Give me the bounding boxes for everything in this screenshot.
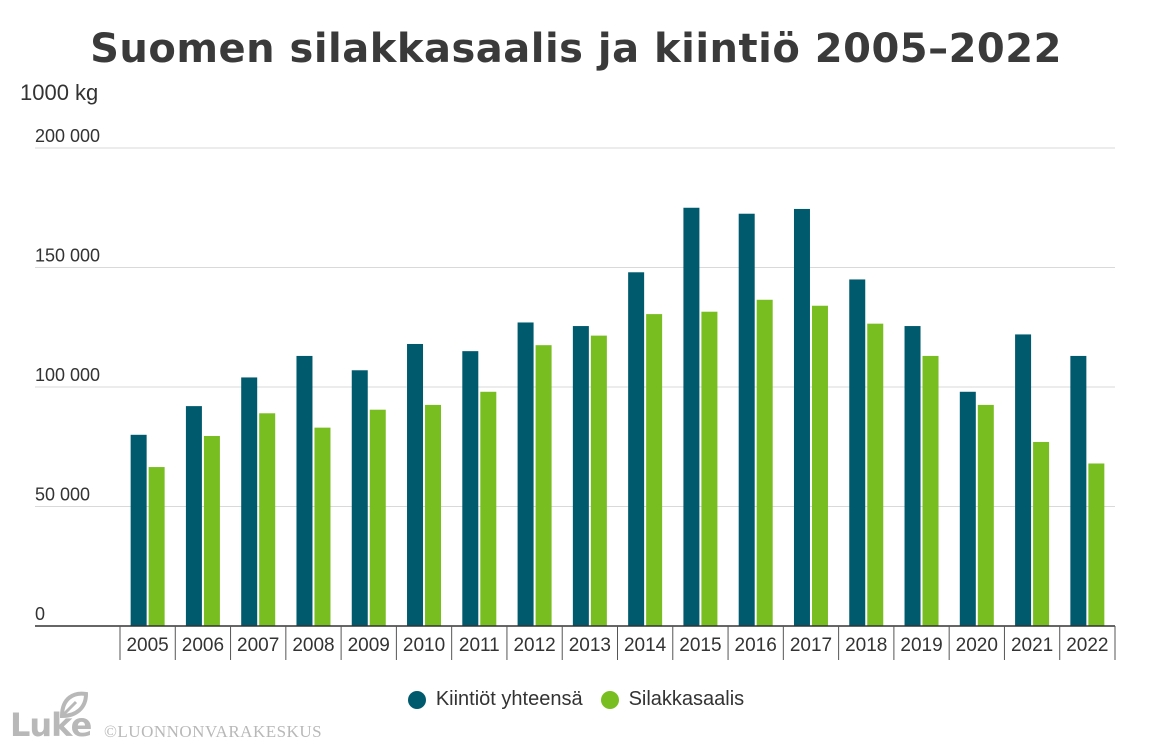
- x-tick-label: 2019: [900, 635, 942, 656]
- x-tick-label: 2018: [845, 635, 887, 656]
- x-tick-label: 2007: [237, 635, 279, 656]
- x-tick-label: 2012: [513, 635, 555, 656]
- x-tick-label: 2016: [735, 635, 777, 656]
- legend-item-series-1: Silakkasaalis: [600, 688, 745, 711]
- x-tick-label: 2005: [126, 635, 168, 656]
- x-tick-label: 2017: [790, 635, 832, 656]
- bar-series-1-2009: [369, 409, 386, 626]
- chart-title: Suomen silakkasaalis ja kiintiö 2005–202…: [90, 26, 1062, 72]
- legend-label-series-0: Kiintiöt yhteensä: [435, 688, 583, 710]
- bar-series-1-2007: [259, 413, 276, 626]
- x-tick-label: 2022: [1066, 635, 1108, 656]
- bar-series-1-2013: [590, 335, 607, 626]
- bar-series-0-2016: [738, 213, 755, 626]
- x-tick-label: 2021: [1011, 635, 1053, 656]
- bar-series-1-2018: [867, 323, 884, 626]
- bar-series-0-2011: [462, 351, 479, 626]
- y-tick-label: 150 000: [35, 246, 100, 266]
- bar-series-1-2019: [922, 355, 939, 626]
- x-tick-label: 2014: [624, 635, 667, 656]
- bar-series-0-2022: [1070, 355, 1087, 626]
- bar-series-0-2012: [517, 322, 534, 626]
- bar-series-0-2010: [407, 343, 424, 626]
- bar-series-1-2005: [148, 467, 165, 626]
- chart-legend: Kiintiöt yhteensä Silakkasaalis: [0, 688, 1152, 711]
- bar-series-1-2015: [701, 311, 718, 626]
- y-tick-label: 200 000: [35, 126, 100, 146]
- bar-series-0-2007: [241, 377, 258, 626]
- legend-label-series-1: Silakkasaalis: [628, 688, 745, 710]
- x-tick-label: 2009: [348, 635, 390, 656]
- bar-series-0-2020: [959, 391, 976, 626]
- bar-series-1-2011: [480, 391, 497, 626]
- bar-series-0-2009: [351, 370, 368, 626]
- bar-series-1-2016: [756, 299, 773, 626]
- bar-series-1-2008: [314, 427, 331, 626]
- legend-item-series-0: Kiintiöt yhteensä: [407, 688, 583, 711]
- bar-series-0-2006: [185, 406, 202, 626]
- bar-series-1-2012: [535, 345, 552, 626]
- copyright-text: ©LUONNONVARAKESKUS: [104, 722, 323, 741]
- bar-series-1-2021: [1033, 441, 1050, 626]
- bar-chart: 0 50 000 100 000 150 000 200 000 2005 2006 2007…: [35, 126, 1116, 660]
- bar-series-0-2021: [1015, 334, 1032, 626]
- luke-leaf-icon: [59, 691, 89, 719]
- y-axis-unit-label: 1000 kg: [20, 80, 99, 105]
- legend-swatch-series-1: [600, 690, 619, 709]
- x-tick-label: 2011: [459, 635, 500, 656]
- x-tick-label: 2008: [292, 635, 334, 656]
- bar-series-1-2022: [1088, 463, 1105, 626]
- bar-series-1-2020: [977, 404, 994, 626]
- legend-swatch-series-0: [407, 690, 426, 709]
- x-tick-label: 2006: [182, 635, 224, 656]
- bar-series-1-2006: [203, 435, 220, 626]
- bar-series-0-2018: [849, 279, 866, 626]
- x-tick-label: 2015: [679, 635, 721, 656]
- bar-series-0-2015: [683, 207, 700, 626]
- bar-series-0-2017: [793, 208, 810, 626]
- x-tick-label: 2020: [956, 635, 998, 656]
- x-tick-label: 2010: [403, 635, 445, 656]
- bar-series-1-2014: [646, 314, 663, 626]
- bar-series-0-2005: [130, 434, 147, 626]
- bar-series-1-2017: [811, 305, 828, 626]
- bar-series-0-2013: [572, 326, 589, 626]
- bar-series-0-2014: [628, 272, 645, 626]
- bar-series-0-2008: [296, 355, 313, 626]
- bar-series-0-2019: [904, 326, 921, 626]
- x-tick-label: 2013: [569, 635, 611, 656]
- y-tick-label: 50 000: [35, 485, 90, 505]
- y-tick-label: 0: [35, 604, 45, 624]
- bar-series-1-2010: [425, 404, 442, 626]
- y-tick-label: 100 000: [35, 365, 100, 385]
